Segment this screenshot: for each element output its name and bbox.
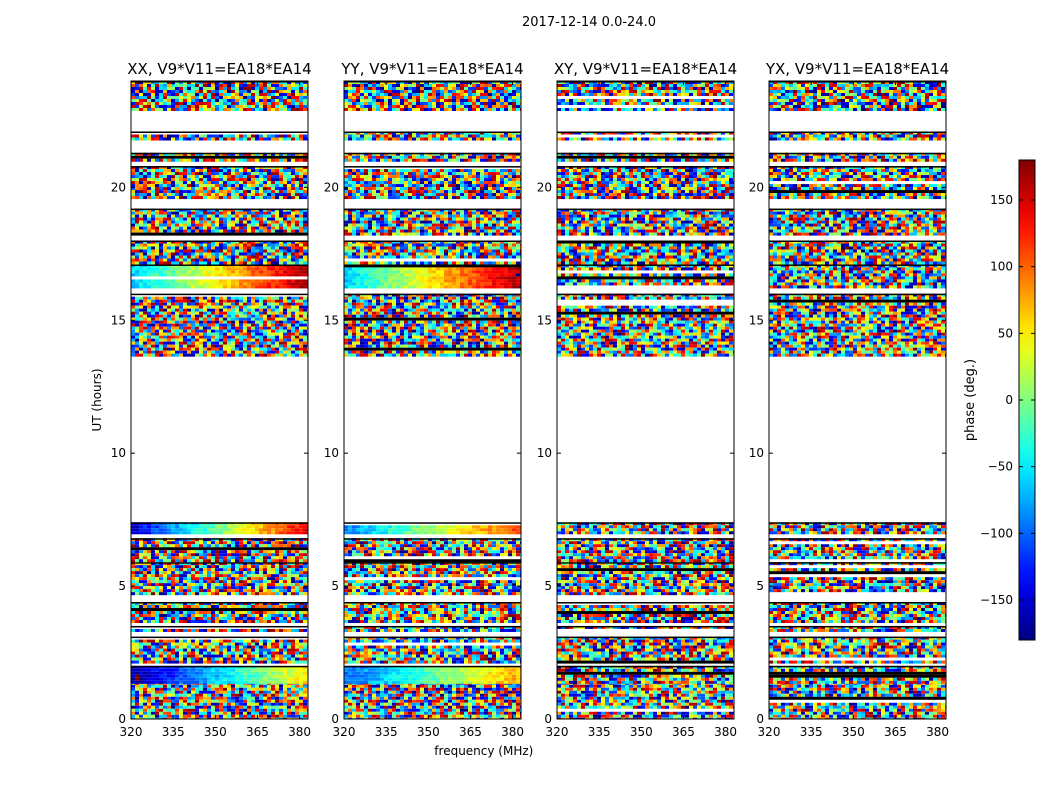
y-tick-label: 10: [111, 446, 126, 460]
panel-title: YY, V9*V11=EA18*EA14: [340, 60, 523, 78]
y-tick-label: 5: [544, 579, 552, 593]
y-tick-label: 10: [324, 446, 339, 460]
y-tick-label: 0: [544, 712, 552, 726]
colorbar-tick-label: −50: [988, 460, 1013, 474]
axes-frame: [130, 80, 309, 720]
x-tick-label: 335: [588, 725, 611, 739]
y-tick-label: 15: [537, 313, 552, 327]
colorbar-tick-label: 150: [990, 193, 1013, 207]
x-tick-label: 350: [842, 725, 865, 739]
heatmap-cells: [557, 81, 734, 719]
x-tick-label: 365: [459, 725, 482, 739]
y-tick-label: 20: [324, 180, 339, 194]
y-tick-label: 15: [324, 313, 339, 327]
y-tick-label: 0: [331, 712, 339, 726]
y-axis-label: UT (hours): [90, 368, 104, 431]
figure-suptitle: 2017-12-14 0.0-24.0: [522, 15, 656, 30]
heatmap-cells: [769, 81, 946, 719]
colorbar-tick-label: −150: [980, 593, 1013, 607]
panel-2: XY, V9*V11=EA18*EA14 320 335 350 365 380 0 5 10 1…: [537, 60, 737, 739]
colorbar-tick-label: −100: [980, 526, 1013, 540]
y-tick-label: 0: [118, 712, 126, 726]
colorbar-tick-label: 0: [1005, 393, 1013, 407]
x-tick-label: 350: [630, 725, 653, 739]
x-tick-label: 380: [926, 725, 949, 739]
panel-0: XX, V9*V11=EA18*EA14 320 335 350 365 380 0 5 10 1…: [90, 60, 312, 739]
panels: XX, V9*V11=EA18*EA14 320 335 350 365 380 0 5 10 1…: [90, 60, 949, 758]
y-tick-label: 5: [331, 579, 339, 593]
colorbar-tick-label: 100: [990, 260, 1013, 274]
y-tick-label: 10: [749, 446, 764, 460]
x-tick-label: 365: [246, 725, 269, 739]
x-tick-label: 335: [800, 725, 823, 739]
panel-title: XY, V9*V11=EA18*EA14: [554, 60, 737, 78]
y-tick-label: 15: [749, 313, 764, 327]
x-tick-label: 320: [120, 725, 143, 739]
x-tick-label: 380: [288, 725, 311, 739]
y-tick-label: 20: [537, 180, 552, 194]
y-tick-label: 0: [756, 712, 764, 726]
y-tick-label: 20: [749, 180, 764, 194]
x-tick-label: 380: [501, 725, 524, 739]
colorbar: 150 100 50 0 −50 −100 −150 phase (deg.): [963, 159, 1036, 641]
panel-title: XX, V9*V11=EA18*EA14: [127, 60, 311, 78]
x-tick-label: 320: [546, 725, 569, 739]
y-tick-label: 15: [111, 313, 126, 327]
x-tick-label: 365: [672, 725, 695, 739]
heatmap-cells: [344, 81, 521, 719]
x-tick-label: 320: [758, 725, 781, 739]
x-tick-label: 350: [204, 725, 227, 739]
y-tick-label: 5: [756, 579, 764, 593]
x-tick-label: 350: [417, 725, 440, 739]
colorbar-tick-label: 50: [998, 326, 1013, 340]
panel-title: YX, V9*V11=EA18*EA14: [765, 60, 949, 78]
x-tick-label: 380: [714, 725, 737, 739]
colorbar-label: phase (deg.): [963, 359, 978, 441]
y-tick-label: 10: [537, 446, 552, 460]
panel-1: YY, V9*V11=EA18*EA14 320 335 350 365 380 0 5 10 1…: [324, 60, 534, 758]
x-tick-label: 320: [333, 725, 356, 739]
colorbar-ticks: 150 100 50 0 −50 −100 −150: [980, 193, 1035, 607]
heatmap-cells: [131, 81, 308, 719]
panel-3: YX, V9*V11=EA18*EA14 320 335 350 365 380 0 5 10 1…: [749, 60, 949, 739]
x-tick-label: 335: [375, 725, 398, 739]
axes-frame: [556, 80, 735, 720]
axes-frame: [768, 80, 947, 720]
x-tick-label: 335: [162, 725, 185, 739]
x-tick-label: 365: [884, 725, 907, 739]
y-tick-label: 5: [118, 579, 126, 593]
y-tick-label: 20: [111, 180, 126, 194]
x-axis-label: frequency (MHz): [434, 744, 533, 758]
axes-frame: [343, 80, 522, 720]
